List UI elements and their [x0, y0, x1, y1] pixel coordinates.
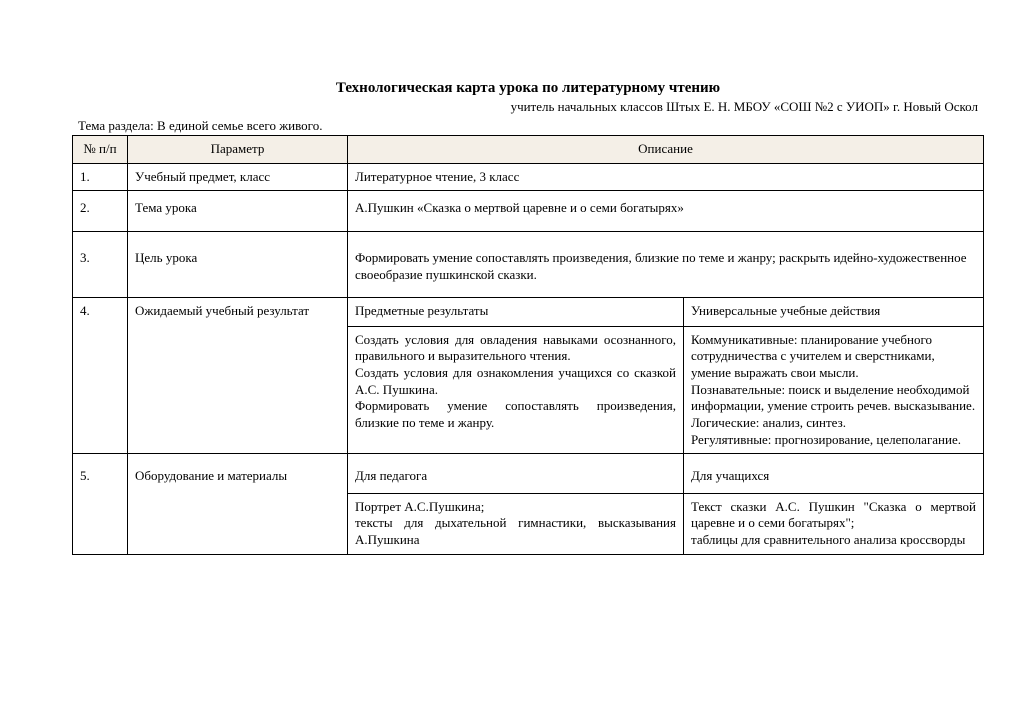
cell-param: Тема урока — [128, 191, 348, 232]
cell-subhead: Универсальные учебные действия — [684, 298, 984, 327]
cell-subhead: Предметные результаты — [348, 298, 684, 327]
lesson-table: № п/п Параметр Описание 1. Учебный предм… — [72, 135, 984, 555]
doc-subtitle: учитель начальных классов Штых Е. Н. МБО… — [72, 99, 984, 115]
cell-content: Текст сказки А.С. Пушкин "Сказка о мертв… — [684, 493, 984, 554]
col-num: № п/п — [73, 136, 128, 164]
cell-param: Учебный предмет, класс — [128, 163, 348, 191]
table-row: 4. Ожидаемый учебный результат Предметны… — [73, 298, 984, 327]
cell-num: 5. — [73, 454, 128, 555]
cell-desc: Литературное чтение, 3 класс — [348, 163, 984, 191]
cell-param: Ожидаемый учебный результат — [128, 298, 348, 454]
cell-num: 4. — [73, 298, 128, 454]
table-header-row: № п/п Параметр Описание — [73, 136, 984, 164]
document-page: Технологическая карта урока по литератур… — [0, 0, 1024, 575]
cell-param: Цель урока — [128, 231, 348, 297]
col-desc: Описание — [348, 136, 984, 164]
cell-subhead: Для учащихся — [684, 454, 984, 494]
cell-content: Создать условия для овладения навыками о… — [348, 326, 684, 453]
col-param: Параметр — [128, 136, 348, 164]
cell-num: 1. — [73, 163, 128, 191]
table-row: 3. Цель урока Формировать умение сопоста… — [73, 231, 984, 297]
cell-subhead: Для педагога — [348, 454, 684, 494]
cell-content: Коммуникативные: планирование учебного с… — [684, 326, 984, 453]
cell-content: Портрет А.С.Пушкина; тексты для дыхатель… — [348, 493, 684, 554]
cell-num: 3. — [73, 231, 128, 297]
table-row: 2. Тема урока А.Пушкин «Сказка о мертвой… — [73, 191, 984, 232]
cell-param: Оборудование и материалы — [128, 454, 348, 555]
cell-desc: А.Пушкин «Сказка о мертвой царевне и о с… — [348, 191, 984, 232]
table-row: 1. Учебный предмет, класс Литературное ч… — [73, 163, 984, 191]
doc-title: Технологическая карта урока по литератур… — [72, 80, 984, 97]
table-row: 5. Оборудование и материалы Для педагога… — [73, 454, 984, 494]
cell-desc: Формировать умение сопоставлять произвед… — [348, 231, 984, 297]
cell-num: 2. — [73, 191, 128, 232]
section-label: Тема раздела: В единой семье всего живог… — [78, 118, 984, 134]
